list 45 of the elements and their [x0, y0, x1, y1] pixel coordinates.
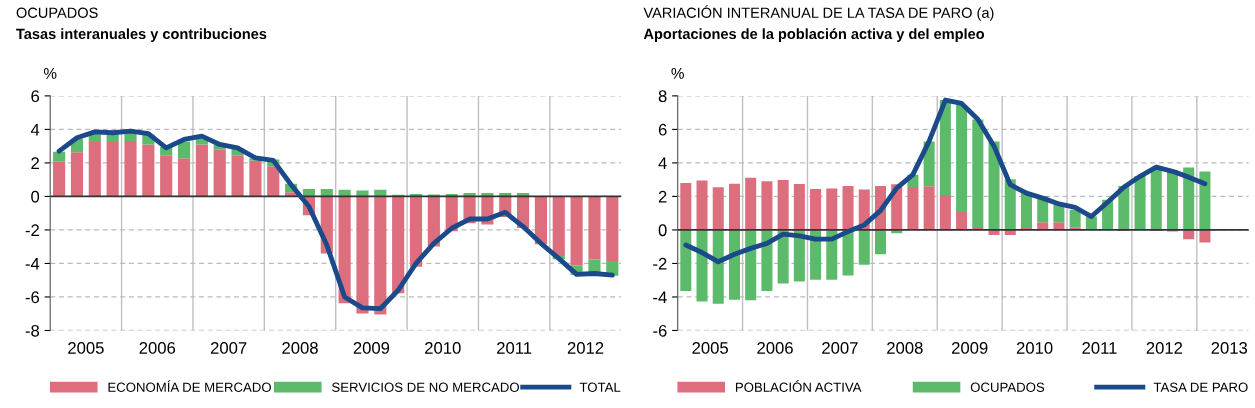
x-tick-label: 2011 — [1082, 342, 1117, 354]
x-tick-label: 2005 — [692, 342, 728, 354]
x-tick-label: 2010 — [425, 342, 461, 354]
y-tick-label: 6 — [31, 90, 40, 103]
x-tick-label: 2006 — [757, 342, 793, 354]
x-tick-label: 2008 — [887, 342, 923, 354]
x-tick-label: 2009 — [952, 342, 988, 354]
x-tick-label: 2012 — [567, 342, 604, 354]
y-tick-label: 4 — [658, 157, 667, 169]
chart-title: VARIACIÓN INTERANUAL DE LA TASA DE PARO (a) — [643, 5, 994, 21]
x-tick-label: 2011 — [497, 342, 532, 354]
y-tick-label: -2 — [25, 224, 39, 236]
chart-title: OCUPADOS — [16, 7, 98, 18]
legend-label: POBLACIÓN ACTIVA — [735, 380, 862, 392]
legend-label: OCUPADOS — [970, 382, 1045, 392]
x-tick-label: 2008 — [282, 342, 318, 354]
y-axis-title: % — [671, 68, 684, 79]
y-tick-label: 4 — [30, 123, 40, 136]
y-tick-label: -6 — [25, 291, 40, 304]
y-tick-label: 6 — [658, 123, 667, 136]
legend-label: TOTAL — [579, 382, 621, 392]
y-tick-label: -4 — [653, 291, 667, 303]
x-tick-label: 2005 — [68, 342, 104, 354]
y-tick-label: 0 — [31, 190, 40, 203]
y-tick-label: -2 — [653, 257, 667, 270]
x-tick-label: 2007 — [822, 342, 858, 354]
chart-subtitle: Tasas interanuales y contribuciones — [16, 28, 267, 42]
y-tick-label: 2 — [658, 190, 667, 203]
y-tick-label: -8 — [25, 324, 40, 337]
x-tick-label: 2012 — [1146, 342, 1183, 354]
legend-label: TASA DE PARO — [1153, 382, 1248, 392]
legend-label: SERVICIOS DE NO MERCADO — [332, 382, 519, 392]
x-tick-label: 2010 — [1016, 342, 1053, 354]
x-tick-label: 2006 — [139, 342, 176, 354]
y-tick-label: 0 — [658, 224, 667, 237]
x-tick-label: 2013 — [1211, 342, 1248, 354]
y-tick-label: -4 — [25, 258, 40, 270]
legend-label: ECONOMÍA DE MERCADO — [108, 380, 271, 392]
chart-subtitle: Aportaciones de la población activa y del empleo — [643, 28, 985, 42]
x-tick-label: 2009 — [353, 342, 390, 354]
y-tick-label: 8 — [658, 90, 667, 103]
y-tick-label: 2 — [31, 157, 39, 169]
x-tick-label: 2007 — [210, 342, 247, 354]
y-axis-title: % — [43, 68, 57, 79]
y-tick-label: -6 — [653, 324, 667, 337]
